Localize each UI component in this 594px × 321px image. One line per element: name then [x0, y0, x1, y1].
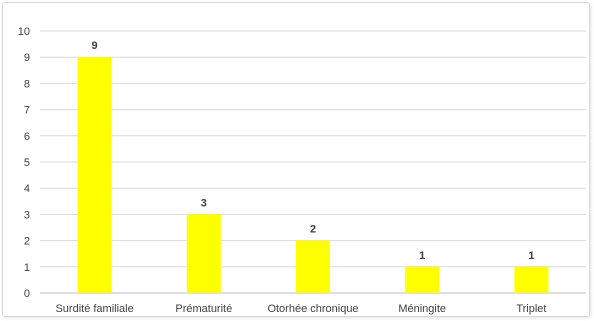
y-tick-label: 0 — [24, 288, 30, 300]
data-label: 9 — [92, 40, 98, 52]
data-label: 1 — [419, 250, 425, 262]
bars — [77, 57, 549, 294]
y-tick-label: 3 — [24, 209, 30, 221]
y-tick-label: 5 — [24, 157, 30, 169]
y-tick-label: 7 — [24, 105, 30, 117]
y-tick-label: 2 — [24, 236, 30, 248]
category-label: Otorhée chronique — [267, 303, 358, 315]
bar — [405, 266, 440, 293]
category-label: Méningite — [398, 303, 446, 315]
data-label: 2 — [310, 224, 316, 236]
category-label: Triplet — [516, 303, 546, 315]
data-label: 3 — [201, 197, 207, 209]
category-label: Surdité familiale — [55, 303, 133, 315]
y-tick-label: 4 — [24, 183, 30, 195]
y-tick-label: 6 — [24, 131, 30, 143]
y-tick-label: 9 — [24, 52, 30, 64]
gridlines — [40, 30, 586, 294]
y-axis-ticks: 0 1 2 3 4 5 6 7 8 9 10 — [18, 26, 30, 300]
x-axis-categories: Surdité familiale Prématurité Otorhée chro… — [55, 303, 546, 315]
y-tick-label: 10 — [18, 26, 30, 38]
category-label: Prématurité — [175, 303, 232, 315]
data-label: 1 — [528, 250, 534, 262]
bar — [186, 214, 221, 293]
y-tick-label: 1 — [24, 262, 30, 274]
chart-frame — [2, 2, 590, 317]
data-labels: 9 3 2 1 1 — [92, 40, 535, 262]
bar — [296, 240, 330, 293]
bar — [77, 57, 112, 294]
y-tick-label: 8 — [24, 78, 30, 90]
bar — [514, 266, 549, 293]
